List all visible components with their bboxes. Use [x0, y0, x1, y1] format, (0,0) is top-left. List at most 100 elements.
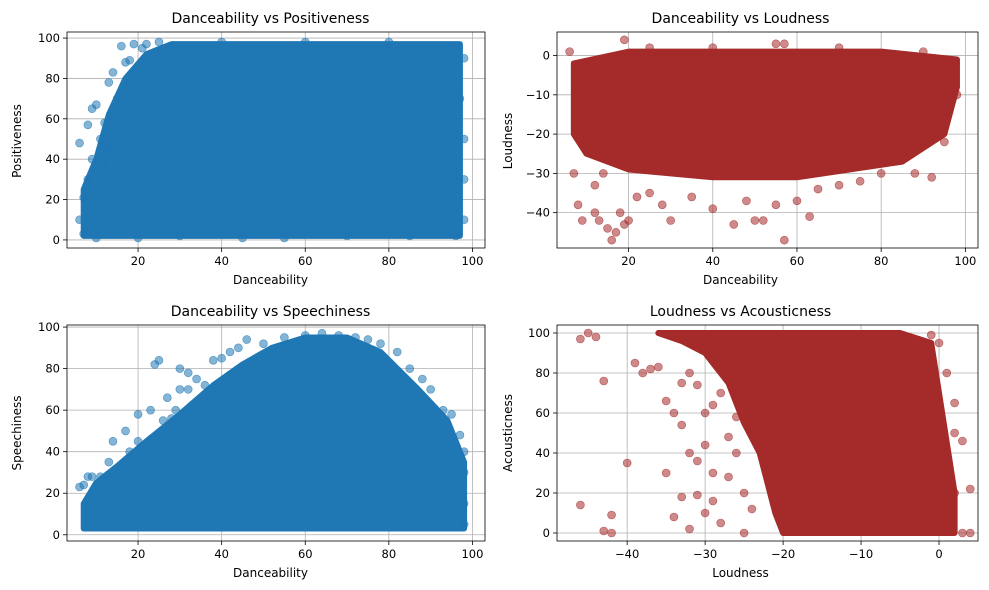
scatter-point — [158, 416, 168, 425]
scatter-point — [125, 447, 134, 456]
scatter-point — [459, 53, 469, 63]
scatter-point — [645, 43, 654, 53]
point-cloud — [655, 330, 958, 536]
scatter-point — [630, 358, 640, 368]
scatter-point — [750, 216, 760, 225]
scatter-point — [217, 353, 226, 363]
scatter-point — [569, 169, 579, 178]
scatter-point — [351, 333, 360, 342]
scatter-point — [638, 368, 648, 378]
scatter-point — [300, 331, 310, 340]
scatter-point — [459, 499, 469, 508]
y-tick-label: 60 — [45, 112, 60, 126]
scatter-point — [669, 408, 679, 418]
scatter-point — [657, 200, 667, 210]
scatter-point — [104, 78, 114, 87]
scatter-point — [83, 120, 93, 130]
subplot-title: Danceability vs Positiveness — [172, 11, 370, 27]
scatter-point — [200, 380, 210, 390]
subplot-danceability-vs-positiveness: Danceability vs Positiveness Danceabilit… — [10, 11, 486, 287]
y-axis-label: Loudness — [501, 113, 515, 170]
x-tick-label: 80 — [382, 547, 397, 561]
scatter-point — [591, 332, 601, 342]
scatter-point — [926, 330, 936, 340]
y-tick-label: −30 — [526, 166, 550, 180]
y-tick-label: 60 — [535, 406, 550, 420]
scatter-point — [459, 520, 469, 529]
y-tick-label: 0 — [53, 233, 60, 247]
scatter-point — [771, 39, 781, 49]
scatter-point — [234, 343, 243, 353]
scatter-point — [154, 430, 164, 440]
scatter-point — [645, 188, 654, 198]
scatter-point — [117, 41, 126, 51]
y-tick-label: 80 — [45, 71, 60, 85]
scatter-point — [108, 114, 118, 124]
scatter-point — [175, 364, 185, 373]
y-tick-label: −20 — [526, 127, 550, 141]
scatter-point — [594, 216, 604, 225]
scatter-point — [405, 364, 415, 373]
scatter-point — [813, 184, 823, 194]
x-tick-label: 100 — [461, 254, 483, 268]
x-tick-label: 20 — [621, 254, 636, 268]
scatter-point — [242, 335, 252, 344]
scatter-point — [455, 94, 465, 103]
scatter-point — [125, 55, 134, 65]
scatter-point — [700, 508, 710, 518]
scatter-point — [897, 149, 907, 159]
scatter-point — [771, 200, 781, 210]
x-tick-label: 100 — [461, 547, 483, 561]
plot-area-frame — [556, 324, 979, 542]
scatter-point — [607, 235, 617, 245]
scatter-point — [334, 331, 344, 340]
scatter-point — [100, 158, 109, 168]
scatter-point — [225, 347, 235, 357]
scatter-point — [685, 524, 694, 534]
scatter-point — [87, 472, 97, 481]
scatter-point — [742, 196, 751, 206]
scatter-point — [438, 405, 448, 415]
scatter-point — [716, 518, 726, 528]
scatter-point — [615, 208, 625, 217]
scatter-point — [685, 368, 694, 378]
y-axis-label: Positiveness — [10, 104, 24, 178]
y-tick-label: 40 — [535, 446, 550, 460]
scatter-point — [724, 432, 733, 442]
scatter-point — [79, 229, 89, 239]
scatter-point — [805, 212, 814, 221]
scatter-point — [104, 457, 114, 467]
scatter-point — [112, 94, 122, 103]
scatter-point — [708, 43, 718, 53]
scatter-point — [876, 169, 886, 178]
scatter-point — [280, 233, 289, 243]
scatter-point — [171, 405, 180, 415]
scatter-point — [209, 356, 218, 365]
scatter-point — [129, 68, 139, 77]
scatter-point — [632, 192, 642, 202]
scatter-point — [447, 410, 456, 419]
scatter-point — [582, 129, 591, 139]
point-cloud — [80, 41, 463, 239]
scatter-point — [583, 328, 593, 338]
y-tick-label: −10 — [526, 88, 550, 102]
scatter-point — [175, 385, 185, 394]
scatter-point — [611, 227, 621, 237]
plot-area-frame — [66, 324, 486, 542]
scatter-point — [661, 468, 671, 478]
scatter-point — [834, 180, 844, 190]
scatter-point — [669, 512, 679, 522]
scatter-point — [918, 47, 928, 56]
scatter-point — [91, 100, 101, 109]
scatter-point — [117, 130, 126, 140]
scatter-point — [455, 430, 465, 440]
scatter-point — [451, 231, 461, 241]
y-tick-label: 20 — [535, 486, 550, 500]
x-tick-label: 60 — [298, 547, 313, 561]
y-tick-label: 0 — [543, 49, 550, 63]
scatter-point — [459, 215, 469, 225]
x-tick-label: −10 — [849, 547, 873, 561]
scatter-point — [693, 490, 702, 500]
x-tick-label: −30 — [693, 547, 717, 561]
